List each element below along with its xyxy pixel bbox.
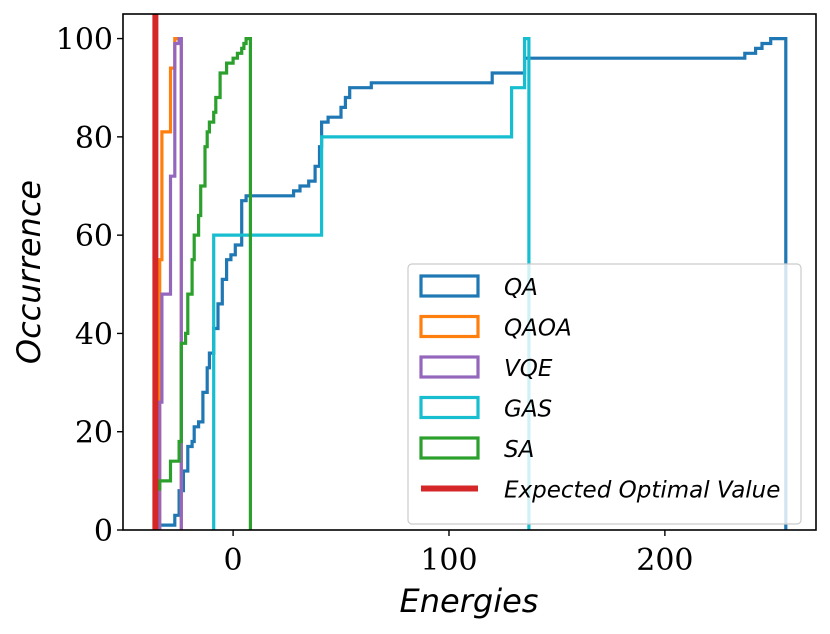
plot-frame bbox=[122, 13, 817, 531]
legend-swatch bbox=[419, 355, 480, 379]
legend-item-qaoa: QAOA bbox=[419, 314, 572, 342]
y-axis-label: Occurrence bbox=[10, 180, 48, 364]
y-tick-label: 40 bbox=[75, 317, 113, 352]
y-tick-label: 0 bbox=[94, 514, 113, 549]
legend-item-qa: QA bbox=[419, 274, 538, 301]
legend-swatch bbox=[419, 314, 480, 339]
series-line-vqe bbox=[158, 37, 183, 530]
x-tick-label: 200 bbox=[636, 543, 693, 578]
legend-box bbox=[407, 263, 802, 525]
series-line-gas bbox=[212, 37, 531, 530]
legend-item-sa: SA bbox=[419, 436, 534, 463]
legend-label: Expected Optimal Value bbox=[504, 478, 780, 504]
series-line-sa bbox=[158, 37, 252, 530]
legend-item-gas: GAS bbox=[419, 395, 552, 423]
series-layer bbox=[152, 14, 788, 530]
legend-label: QAOA bbox=[504, 316, 572, 342]
legend-swatch bbox=[419, 274, 480, 298]
legend-item-vqe: VQE bbox=[419, 355, 553, 382]
legend-swatch bbox=[419, 436, 480, 460]
legend: QA QAOA VQE GAS SA Expected Optimal Value bbox=[407, 263, 802, 525]
y-tick-label: 80 bbox=[75, 121, 113, 156]
y-tick-label: 60 bbox=[75, 219, 113, 254]
legend-label: QA bbox=[504, 275, 538, 301]
x-axis-label: Energies bbox=[400, 582, 539, 620]
legend-label: GAS bbox=[504, 397, 552, 423]
legend-label: SA bbox=[504, 437, 534, 463]
y-tick-label: 20 bbox=[75, 416, 113, 451]
legend-swatch bbox=[419, 395, 480, 420]
series-line-qa bbox=[158, 37, 788, 530]
ticks-layer: 0 100 200 0 20 40 60 80 100 bbox=[56, 23, 694, 578]
x-tick-label: 100 bbox=[420, 543, 477, 578]
x-tick-label: 0 bbox=[224, 543, 243, 578]
legend-label: VQE bbox=[504, 356, 553, 382]
y-tick-label: 100 bbox=[56, 23, 113, 58]
legend-item-expected-optimal-value: Expected Optimal Value bbox=[421, 478, 780, 504]
